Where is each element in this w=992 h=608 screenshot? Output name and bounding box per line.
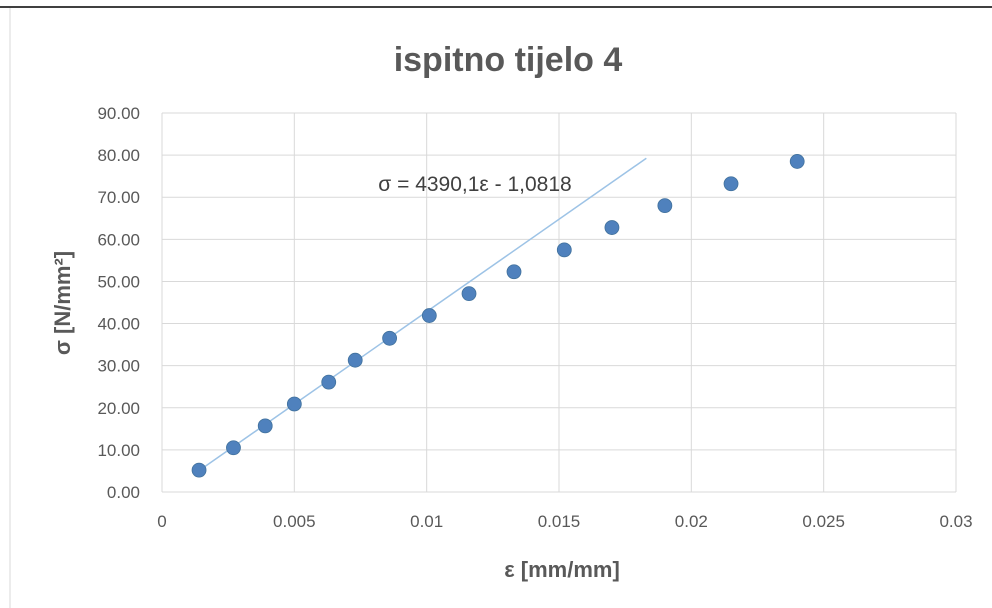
data-point (723, 176, 739, 192)
x-tick-label: 0.01 (410, 512, 443, 531)
x-tick-label: 0 (157, 512, 166, 531)
data-point (191, 462, 207, 478)
x-axis-title: ε [mm/mm] (504, 557, 620, 582)
data-point (657, 198, 673, 214)
y-tick-label: 40.00 (97, 315, 140, 334)
y-axis-title: σ [N/mm²] (50, 251, 75, 355)
data-point (556, 242, 572, 258)
data-point (286, 396, 302, 412)
data-point (382, 330, 398, 346)
data-points (191, 154, 805, 478)
data-point (461, 286, 477, 302)
y-tick-label: 20.00 (97, 399, 140, 418)
x-tick-label: 0.03 (939, 512, 972, 531)
y-tick-label: 0.00 (107, 483, 140, 502)
y-tick-label: 30.00 (97, 357, 140, 376)
y-tick-label: 80.00 (97, 146, 140, 165)
x-tick-label: 0.025 (802, 512, 845, 531)
trendline-equation: σ = 4390,1ε - 1,0818 (378, 173, 571, 196)
data-point (421, 308, 437, 323)
y-tick-label: 90.00 (97, 104, 140, 123)
x-tick-label: 0.005 (273, 512, 316, 531)
y-tick-label: 50.00 (97, 272, 140, 291)
data-point (789, 154, 805, 169)
grid (161, 112, 957, 493)
y-tick-label: 70.00 (97, 188, 140, 207)
chart-title: ispitno tijelo 4 (394, 41, 623, 79)
data-point (604, 220, 620, 235)
y-tick-label: 60.00 (97, 230, 140, 249)
data-point (226, 440, 241, 456)
y-tick-label: 10.00 (97, 441, 140, 460)
data-point (347, 352, 363, 368)
data-point (257, 418, 273, 434)
data-point (506, 264, 522, 280)
axes: 0.00 10.00 20.00 30.00 40.00 50.00 60.00 70.00 8… (97, 104, 972, 531)
x-tick-label: 0.015 (538, 512, 581, 531)
x-tick-label: 0.02 (675, 512, 708, 531)
data-point (321, 374, 337, 390)
